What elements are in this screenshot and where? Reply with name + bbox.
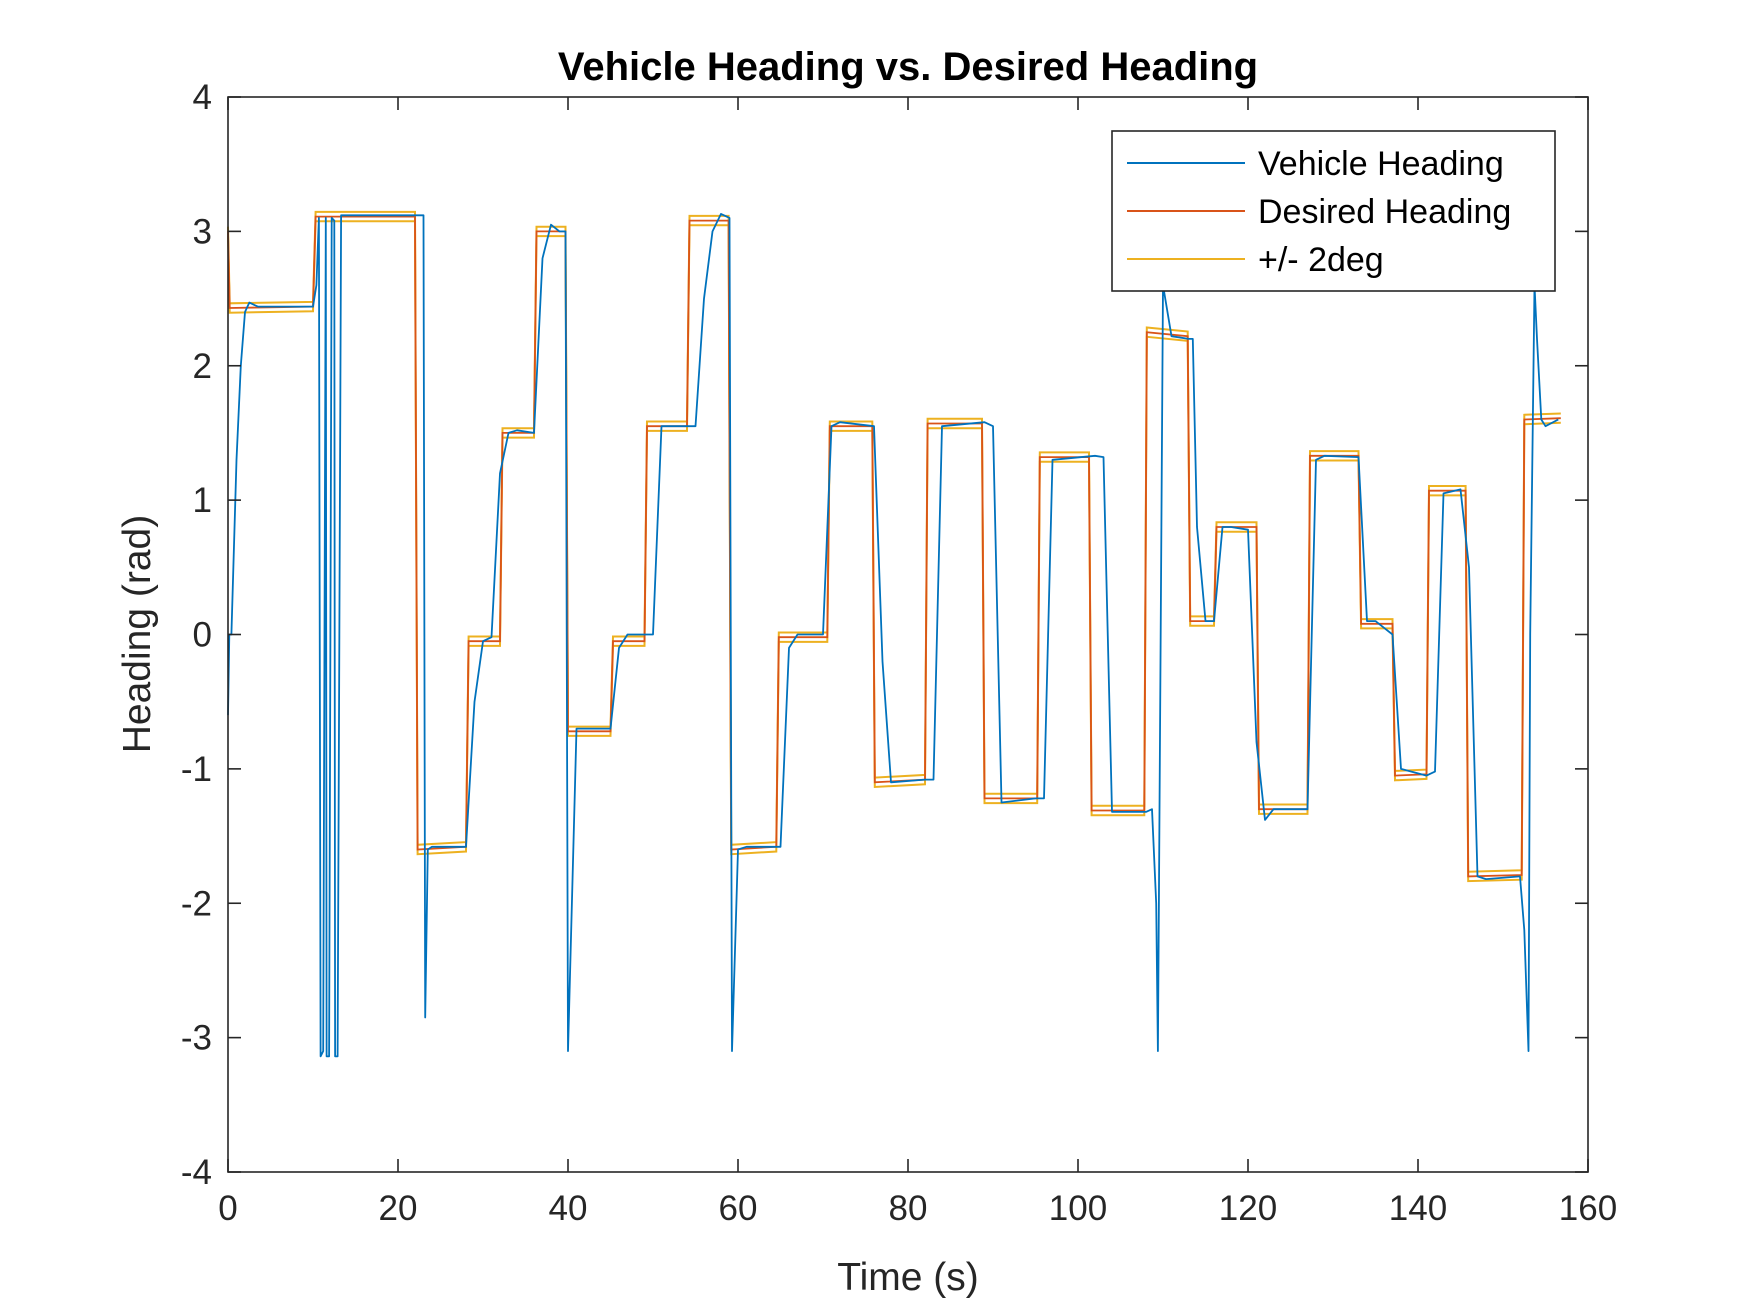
x-tick-label: 160	[1559, 1189, 1617, 1228]
x-tick-label: 0	[218, 1189, 237, 1228]
y-tick-label: -3	[181, 1019, 212, 1058]
x-tick-label: 140	[1389, 1189, 1447, 1228]
y-tick-label: 4	[193, 78, 212, 117]
y-tick-label: -1	[181, 750, 212, 789]
legend-band-label: +/- 2deg	[1258, 241, 1384, 279]
y-tick-label: 3	[193, 212, 212, 251]
y-tick-label: -4	[181, 1153, 212, 1192]
x-axis-label: Time (s)	[837, 1256, 979, 1299]
x-tick-label: 120	[1219, 1189, 1277, 1228]
x-tick-label: 60	[719, 1189, 758, 1228]
ticks-layer: 0 20 40 60 80 100 120 140 160 -4 -3 -2 -1 0 1 2 3 4	[181, 78, 1617, 1228]
data-layer	[227, 210, 1561, 1058]
legend: Vehicle Heading Desired Heading +/- 2deg	[1111, 130, 1556, 292]
legend-desired-label: Desired Heading	[1258, 193, 1511, 231]
x-tick-label: 100	[1049, 1189, 1107, 1228]
x-tick-label: 20	[379, 1189, 418, 1228]
x-tick-label: 80	[889, 1189, 928, 1228]
x-tick-label: 40	[549, 1189, 588, 1228]
y-tick-label: -2	[181, 884, 212, 923]
y-tick-label: 0	[193, 616, 212, 655]
y-axis-label: Heading (rad)	[116, 515, 159, 753]
vehicle-heading-line	[227, 213, 1559, 1058]
chart-title: Vehicle Heading vs. Desired Heading	[558, 45, 1258, 89]
y-tick-label: 1	[193, 481, 212, 520]
y-tick-label: 2	[193, 347, 212, 386]
legend-vehicle-label: Vehicle Heading	[1258, 145, 1504, 183]
